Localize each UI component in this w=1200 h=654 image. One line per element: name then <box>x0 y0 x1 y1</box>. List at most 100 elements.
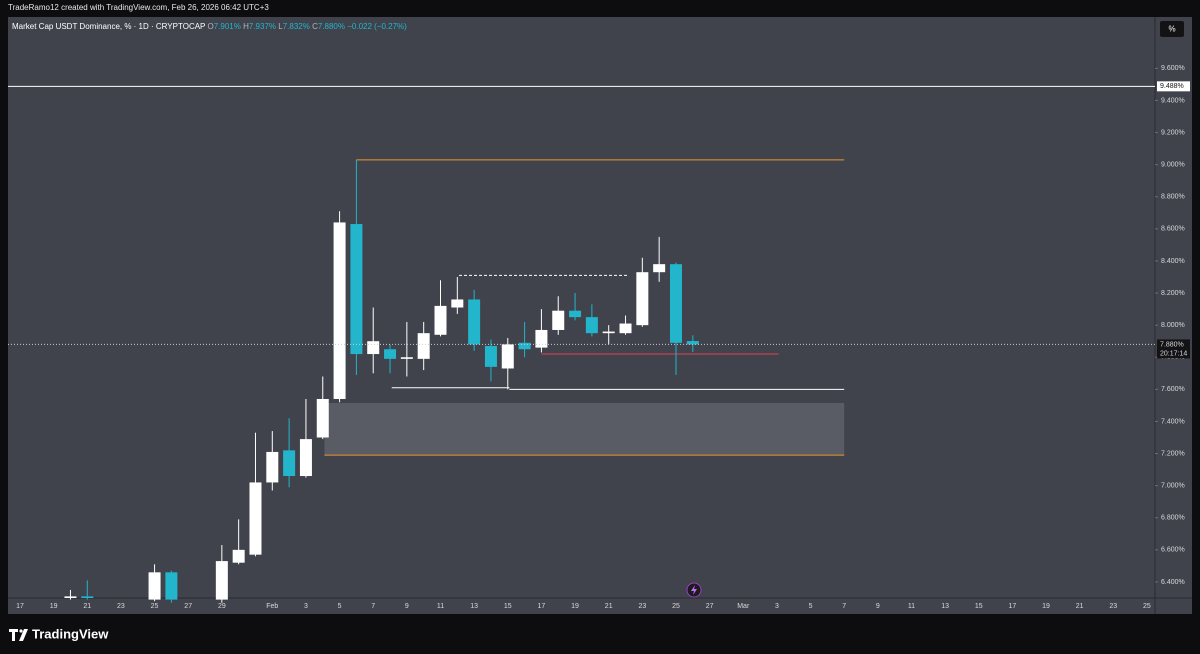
candle-body <box>451 299 464 308</box>
x-tick-label: 13 <box>941 603 949 610</box>
x-tick-label: 15 <box>975 603 983 610</box>
y-tick-label: 6.800% <box>1161 515 1185 522</box>
y-tick-label: 7.000% <box>1161 482 1185 489</box>
candle-body <box>165 572 178 600</box>
x-tick-label: 19 <box>571 603 579 610</box>
x-tick-label: 27 <box>706 603 714 610</box>
x-tick-label: 19 <box>50 603 58 610</box>
symbol: Market Cap USDT Dominance, % · 1D · CRYP… <box>12 22 205 31</box>
c-key: C <box>312 22 318 31</box>
x-tick-label: 21 <box>83 603 91 610</box>
x-tick-label: Mar <box>737 603 750 610</box>
h-value: 7.937% <box>249 22 276 31</box>
x-tick-label: 7 <box>371 603 375 610</box>
credit: TradeRamo12 created with TradingView.com… <box>8 3 269 12</box>
x-tick-label: 21 <box>1076 603 1084 610</box>
scale-button[interactable] <box>1160 21 1184 37</box>
candle-body <box>266 451 279 483</box>
x-tick-label: 25 <box>672 603 680 610</box>
x-tick-label: 17 <box>538 603 546 610</box>
x-tick-label: 23 <box>117 603 125 610</box>
candle-body <box>501 344 514 369</box>
o-value: 7.901% <box>214 22 241 31</box>
x-tick-label: 11 <box>908 603 915 610</box>
y-tick-label: 7.200% <box>1161 450 1185 457</box>
y-tick-label: 8.400% <box>1161 258 1185 265</box>
candle-body <box>64 596 77 598</box>
logo: TradingView <box>9 626 109 641</box>
y-tick-label: 8.600% <box>1161 226 1185 233</box>
x-tick-label: 5 <box>809 603 813 610</box>
y-tick-label: 6.600% <box>1161 547 1185 554</box>
candle-body <box>81 596 94 598</box>
candle-body <box>585 317 598 334</box>
candle-body <box>384 349 397 359</box>
x-tick-label: 11 <box>437 603 444 610</box>
candle-body <box>434 305 447 335</box>
y-tick-label: 8.200% <box>1161 290 1185 297</box>
candle-body <box>333 222 346 399</box>
y-tick-label: 8.800% <box>1161 194 1185 201</box>
candle-body <box>215 561 228 600</box>
candle-body <box>468 299 481 345</box>
change: −0.022 (−0.27%) <box>347 22 407 31</box>
x-tick-label: 27 <box>184 603 192 610</box>
candle-body <box>417 333 430 359</box>
candle-body <box>518 342 531 350</box>
candle-body <box>653 264 666 273</box>
logo-text: TradingView <box>32 626 109 641</box>
x-tick-label: Feb <box>266 603 278 610</box>
candle-body <box>552 310 565 330</box>
x-tick-label: 15 <box>504 603 512 610</box>
h-key: H <box>243 22 249 31</box>
candle-body <box>484 346 497 367</box>
x-tick-label: 3 <box>304 603 308 610</box>
y-tick-label: 9.400% <box>1161 97 1185 104</box>
o-key: O <box>207 22 213 31</box>
candle-body <box>367 341 380 355</box>
y-tick-label: 9.200% <box>1161 129 1185 136</box>
y-tick-label: 6.400% <box>1161 579 1185 586</box>
x-tick-label: 3 <box>775 603 779 610</box>
candle-body <box>283 450 296 477</box>
events-icon-bolt <box>691 585 697 595</box>
candle-body <box>535 329 548 348</box>
x-tick-label: 7 <box>842 603 846 610</box>
x-tick-label: 17 <box>16 603 24 610</box>
x-tick-label: 17 <box>1008 603 1016 610</box>
x-tick-label: 23 <box>638 603 646 610</box>
plot-area <box>8 85 1155 603</box>
candle-body <box>686 341 699 345</box>
y-tick-label: 7.400% <box>1161 418 1185 425</box>
candle-body <box>148 572 161 600</box>
candle-body <box>619 323 632 334</box>
last-price-label: 7.880% <box>1160 341 1184 348</box>
c-value: 7.880% <box>318 22 345 31</box>
x-tick-label: 19 <box>1042 603 1050 610</box>
scale-button-label[interactable]: % <box>1168 25 1175 34</box>
x-tick-label: 25 <box>151 603 159 610</box>
x-tick-label: 9 <box>405 603 409 610</box>
y-tick-label: 9.000% <box>1161 162 1185 169</box>
y-tick-label: 7.600% <box>1161 386 1185 393</box>
x-tick-label: 25 <box>1143 603 1151 610</box>
l-value: 7.832% <box>283 22 310 31</box>
x-tick-label: 29 <box>218 603 226 610</box>
zone-box <box>324 402 845 456</box>
x-tick-label: 21 <box>605 603 613 610</box>
x-tick-label: 23 <box>1109 603 1117 610</box>
candle-body <box>569 310 582 318</box>
y-tick-label: 8.000% <box>1161 322 1185 329</box>
chart-pane <box>8 17 1192 614</box>
candle-body <box>350 224 363 355</box>
level-tag-label: 9.488% <box>1160 83 1184 90</box>
countdown: 20:17:14 <box>1160 350 1187 357</box>
logo-mark <box>9 629 28 641</box>
y-tick-label: 9.600% <box>1161 65 1185 72</box>
level-tag <box>1157 81 1190 92</box>
x-tick-label: 9 <box>876 603 880 610</box>
x-tick-label: 5 <box>338 603 342 610</box>
logo-dot <box>19 629 23 633</box>
